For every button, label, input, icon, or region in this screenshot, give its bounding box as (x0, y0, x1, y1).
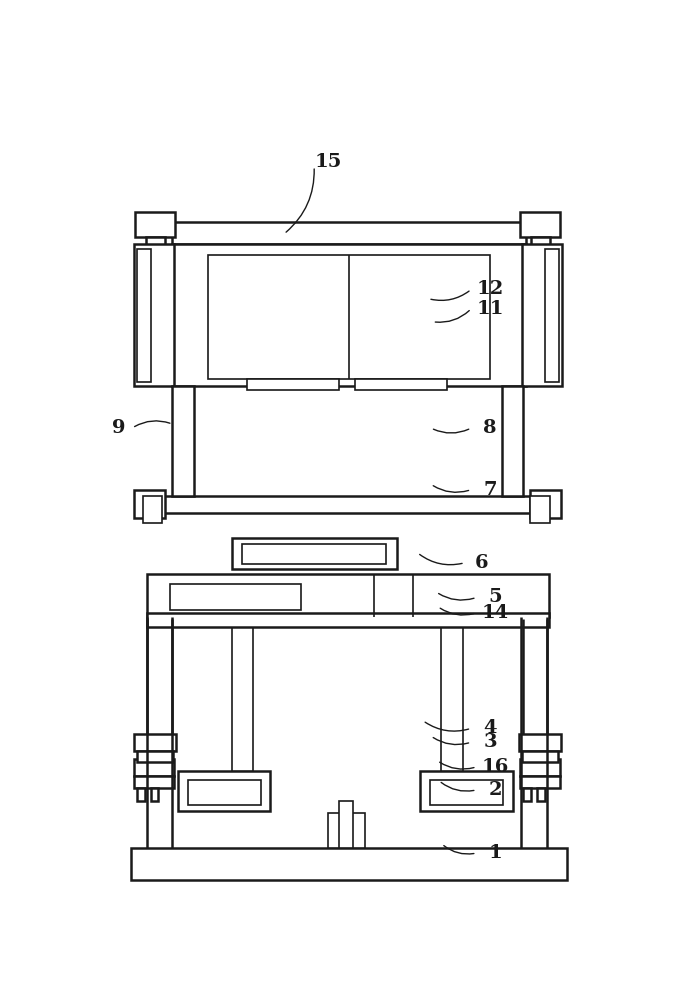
Text: 12: 12 (477, 280, 504, 298)
Text: 4: 4 (483, 719, 497, 737)
Bar (134, 490, 164, 518)
Bar (520, 212, 561, 237)
Bar (522, 751, 558, 762)
Bar (151, 788, 159, 801)
Bar (136, 212, 175, 237)
Text: 15: 15 (315, 153, 343, 171)
Bar (146, 237, 166, 379)
Bar (531, 490, 561, 518)
Bar (531, 237, 550, 379)
Bar (147, 574, 549, 617)
Bar (134, 776, 174, 788)
Text: 1: 1 (489, 844, 503, 862)
Text: 14: 14 (482, 604, 509, 622)
Bar (538, 788, 545, 801)
Bar (420, 771, 512, 811)
Bar (328, 813, 365, 848)
Bar (231, 617, 253, 771)
Bar (178, 771, 270, 811)
Bar (520, 776, 561, 788)
Text: 16: 16 (482, 758, 509, 776)
Bar (355, 379, 447, 390)
Text: 9: 9 (112, 419, 126, 437)
Bar (147, 613, 549, 627)
Bar (137, 788, 145, 801)
Bar (147, 496, 549, 513)
Bar (131, 848, 566, 880)
Text: 8: 8 (483, 419, 497, 437)
Bar (188, 780, 261, 805)
Bar (172, 386, 194, 496)
Bar (520, 759, 561, 776)
Text: 2: 2 (489, 781, 503, 799)
Bar (208, 255, 489, 379)
Text: 7: 7 (483, 481, 497, 499)
Bar (134, 759, 174, 776)
Bar (531, 496, 549, 523)
Bar (231, 538, 397, 569)
Text: 6: 6 (475, 554, 489, 572)
Bar (430, 780, 503, 805)
Bar (519, 734, 561, 751)
Bar (134, 734, 176, 751)
Bar (441, 617, 463, 771)
Bar (247, 379, 340, 390)
Bar (137, 751, 173, 762)
Bar (340, 801, 353, 848)
Bar (524, 788, 531, 801)
Bar (137, 249, 151, 382)
Bar (134, 244, 174, 386)
Bar (143, 496, 162, 523)
Bar (170, 584, 301, 610)
Bar (172, 222, 526, 244)
Bar (502, 386, 524, 496)
Bar (242, 544, 387, 564)
Text: 3: 3 (483, 733, 497, 751)
Bar (172, 244, 526, 386)
Text: 11: 11 (476, 300, 504, 318)
Bar (545, 249, 559, 382)
Bar (522, 244, 562, 386)
Text: 5: 5 (489, 588, 503, 606)
